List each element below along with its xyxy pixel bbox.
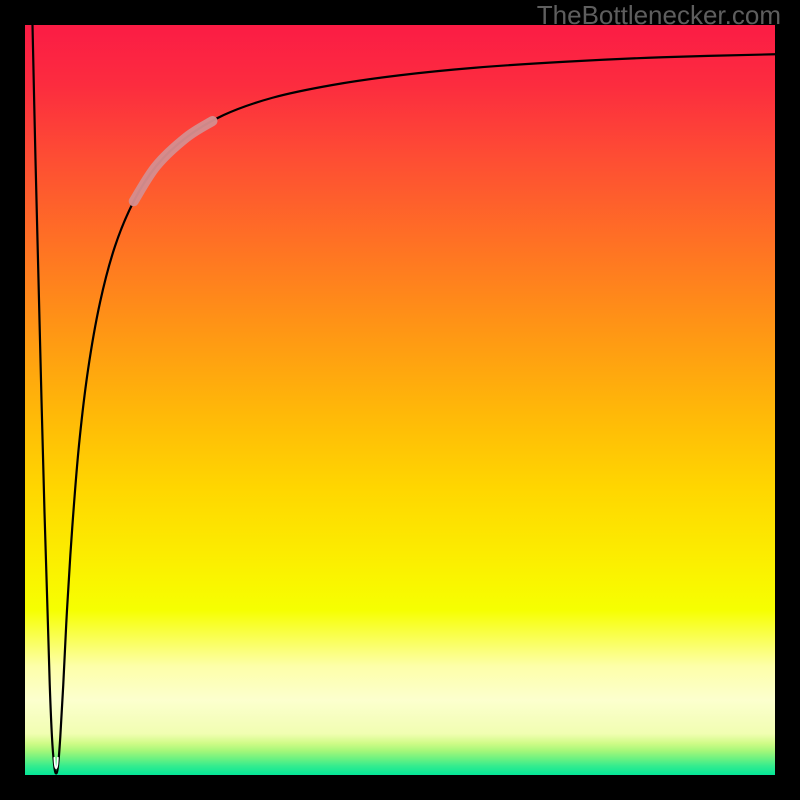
plot-background: [25, 25, 775, 775]
bottleneck-chart: [0, 0, 800, 800]
chart-container: TheBottlenecker.com: [0, 0, 800, 800]
